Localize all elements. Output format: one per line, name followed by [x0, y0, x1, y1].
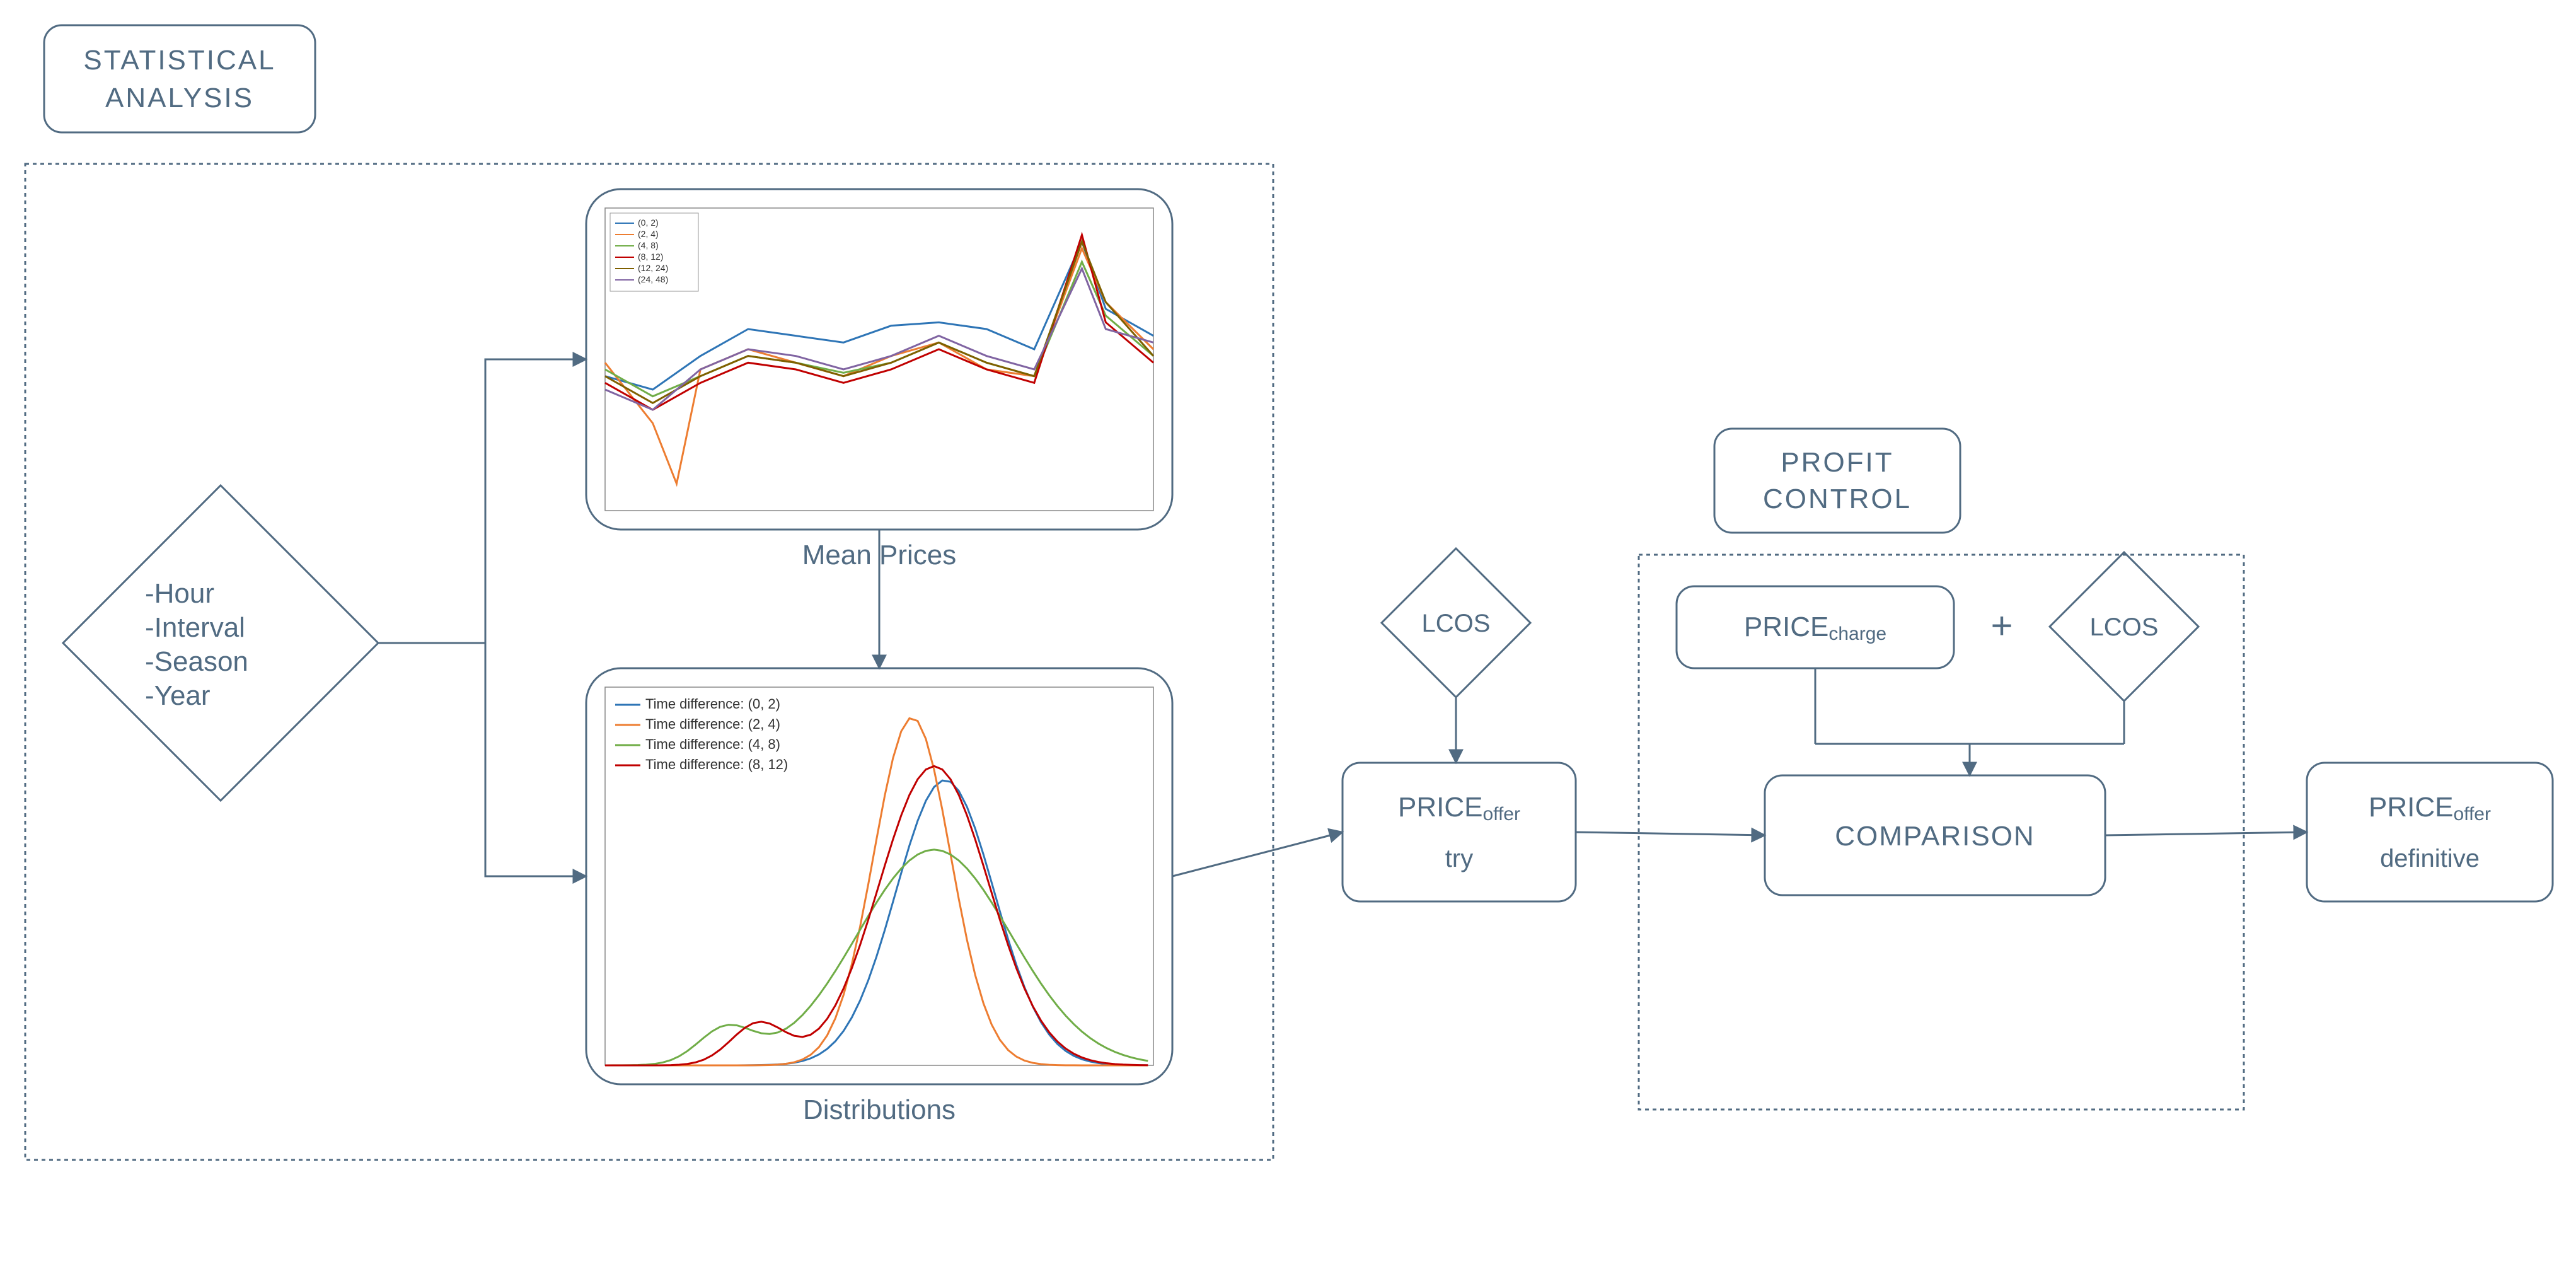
distributions-label: Distributions: [803, 1094, 956, 1125]
svg-text:STATISTICAL: STATISTICAL: [83, 45, 275, 76]
svg-text:Time difference: (2, 4): Time difference: (2, 4): [645, 716, 780, 732]
svg-text:Time difference: (0, 2): Time difference: (0, 2): [645, 696, 780, 712]
diamond-input-line: -Interval: [145, 612, 245, 643]
svg-text:ANALYSIS: ANALYSIS: [105, 83, 254, 113]
price-charge-box: PRICEcharge: [1677, 586, 1954, 668]
svg-text:PROFIT: PROFIT: [1781, 447, 1893, 478]
svg-text:COMPARISON: COMPARISON: [1835, 821, 2035, 852]
svg-text:definitive: definitive: [2380, 845, 2480, 872]
svg-text:(12, 24): (12, 24): [638, 263, 668, 273]
diamond-input-line: -Hour: [145, 578, 214, 609]
svg-text:LCOS: LCOS: [2090, 613, 2159, 641]
price-offer-try-box: PRICEoffer: [1343, 763, 1576, 901]
svg-text:CONTROL: CONTROL: [1763, 484, 1912, 514]
svg-text:Time difference: (8, 12): Time difference: (8, 12): [645, 756, 788, 772]
svg-text:PRICEoffer: PRICEoffer: [2369, 792, 2491, 825]
distributions-panel: Time difference: (0, 2) Time difference: …: [586, 668, 1172, 1084]
svg-text:PRICEcharge: PRICEcharge: [1744, 611, 1886, 644]
svg-text:(0, 2): (0, 2): [638, 217, 659, 228]
mean-chart-legend: (0, 2)(2, 4)(4, 8) (8, 12)(12, 24)(24, 48…: [610, 213, 698, 291]
diamond-input-line: -Season: [145, 646, 248, 677]
plus-icon: +: [1990, 605, 2013, 647]
price-offer-definitive-box: PRICEoffer: [2307, 763, 2553, 901]
svg-text:(24, 48): (24, 48): [638, 274, 668, 284]
input-diamond: [63, 485, 378, 801]
statistical-analysis-title: [44, 25, 315, 132]
svg-text:Time difference: (4, 8): Time difference: (4, 8): [645, 736, 780, 752]
profit-control-title: [1714, 429, 1960, 533]
svg-text:try: try: [1445, 845, 1473, 872]
svg-text:(8, 12): (8, 12): [638, 252, 663, 262]
mean-prices-panel: (0, 2)(2, 4)(4, 8) (8, 12)(12, 24)(24, 48…: [586, 189, 1172, 530]
diamond-input-line: -Year: [145, 680, 211, 711]
svg-text:PRICEoffer: PRICEoffer: [1398, 792, 1520, 825]
svg-text:(2, 4): (2, 4): [638, 229, 659, 239]
svg-text:(4, 8): (4, 8): [638, 240, 659, 250]
svg-text:LCOS: LCOS: [1422, 610, 1491, 637]
